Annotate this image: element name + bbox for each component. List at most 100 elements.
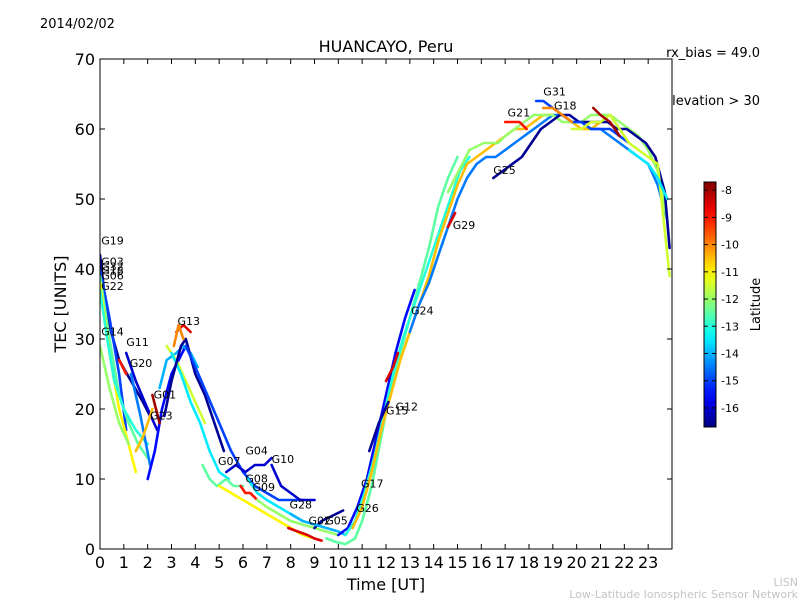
colorbar-tick-label--10: -10: [721, 239, 739, 252]
sat-label-G25: G25: [493, 164, 516, 177]
colorbar-tick-label--9: -9: [721, 211, 732, 224]
sat-label-G23: G23: [150, 410, 173, 423]
x-tick-label-12: 12: [376, 553, 396, 572]
sat-label-G01: G01: [154, 389, 177, 402]
colorbar-tick-label--11: -11: [721, 266, 739, 279]
elevation-label: elevation > 30: [664, 94, 760, 109]
series-line-19: [184, 344, 304, 502]
sat-label-G14: G14: [101, 326, 124, 339]
x-tick-label-6: 6: [238, 553, 248, 572]
colorbar-tick-label--15: -15: [721, 375, 739, 388]
y-tick-label-70: 70: [75, 50, 95, 69]
sat-label-G22: G22: [101, 280, 124, 293]
credit-long: Low-Latitude Ionospheric Sensor Network: [569, 588, 798, 601]
series-line-7: [117, 358, 128, 376]
sat-label-G02: G02: [309, 515, 332, 528]
series-line-31: [344, 155, 471, 537]
sat-label-G15: G15: [386, 405, 409, 418]
series-line-18: [172, 323, 185, 348]
y-tick-label-30: 30: [75, 330, 95, 349]
series-line-35: [408, 113, 669, 334]
series-line-42: [570, 113, 671, 278]
y-tick-label-10: 10: [75, 470, 95, 489]
colorbar-tick-label--12: -12: [721, 293, 739, 306]
y-tick-label-0: 0: [85, 540, 95, 559]
sat-label-G20: G20: [130, 357, 153, 370]
series-line-30: [336, 288, 416, 537]
sat-label-G32: G32: [101, 260, 124, 273]
x-tick-label-10: 10: [328, 553, 348, 572]
x-tick-label-2: 2: [143, 553, 153, 572]
x-tick-label-5: 5: [214, 553, 224, 572]
sat-label-G05: G05: [325, 515, 348, 528]
sat-label-G11: G11: [126, 336, 149, 349]
series-line-15: [151, 393, 161, 425]
sat-label-G04: G04: [245, 445, 268, 458]
sat-label-G13: G13: [177, 315, 200, 328]
x-tick-label-17: 17: [495, 553, 515, 572]
y-tick-label-60: 60: [75, 120, 95, 139]
x-tick-label-8: 8: [286, 553, 296, 572]
sat-label-G08: G08: [245, 473, 268, 486]
series-line-34: [367, 400, 390, 453]
series-line-21: [225, 456, 273, 474]
series-line-43: [591, 106, 621, 138]
series-line-44: [627, 148, 669, 201]
x-tick-label-1: 1: [119, 553, 129, 572]
series-line-10: [146, 344, 188, 481]
sat-label-G06: G06: [101, 270, 124, 283]
series-line-38: [491, 113, 671, 250]
series-line-5: [100, 344, 130, 446]
sat-label-G03: G03: [101, 256, 124, 269]
x-axis-label: Time [UT]: [346, 575, 425, 594]
series-line-26: [286, 526, 323, 542]
series-line-4: [100, 288, 149, 446]
series-line-22: [270, 463, 316, 502]
series-line-16: [201, 463, 245, 488]
colorbar-tick-label--14: -14: [721, 348, 739, 361]
colorbar-tick-label--16: -16: [721, 402, 739, 415]
sat-label-G29: G29: [453, 219, 476, 232]
series-line-8: [129, 372, 152, 467]
y-tick-label-50: 50: [75, 190, 95, 209]
series-line-28: [289, 512, 347, 537]
sat-label-G10: G10: [272, 453, 295, 466]
sat-label-G09: G09: [253, 481, 276, 494]
series-line-9: [134, 407, 154, 453]
x-tick-label-7: 7: [262, 553, 272, 572]
x-tick-label-22: 22: [614, 553, 634, 572]
sat-label-G31: G31: [543, 85, 566, 98]
series-group: [100, 99, 671, 546]
x-tick-label-11: 11: [352, 553, 372, 572]
x-tick-label-14: 14: [423, 553, 443, 572]
rx-bias-label: rx_bias = 49.0: [666, 46, 760, 61]
series-line-37: [446, 113, 669, 222]
series-line-39: [503, 120, 528, 131]
series-line-27: [313, 509, 345, 530]
plot-area: [100, 59, 672, 549]
colorbar: [703, 181, 717, 428]
x-tick-label-3: 3: [166, 553, 176, 572]
chart-title: HUANCAYO, Peru: [319, 37, 454, 56]
x-tick-label-23: 23: [638, 553, 658, 572]
series-line-6: [124, 351, 159, 432]
x-tick-label-13: 13: [400, 553, 420, 572]
sat-label-G19: G19: [101, 235, 124, 248]
sat-label-G26: G26: [356, 502, 379, 515]
sat-label-G07: G07: [218, 455, 241, 468]
series-line-13: [170, 351, 230, 481]
x-tick-label-16: 16: [471, 553, 491, 572]
x-tick-label-4: 4: [190, 553, 200, 572]
colorbar-label: Latitude: [749, 278, 764, 332]
y-tick-label-40: 40: [75, 260, 95, 279]
credit-short: LISN: [773, 576, 798, 589]
sat-label-G18: G18: [554, 99, 577, 112]
x-tick-label-15: 15: [447, 553, 467, 572]
series-line-33: [384, 351, 400, 383]
y-axis-label: TEC [UNITS]: [51, 256, 70, 354]
sat-label-G24: G24: [411, 305, 434, 318]
colorbar-tick-label--8: -8: [721, 184, 732, 197]
series-line-40: [534, 99, 631, 145]
sat-label-G17: G17: [361, 477, 384, 490]
